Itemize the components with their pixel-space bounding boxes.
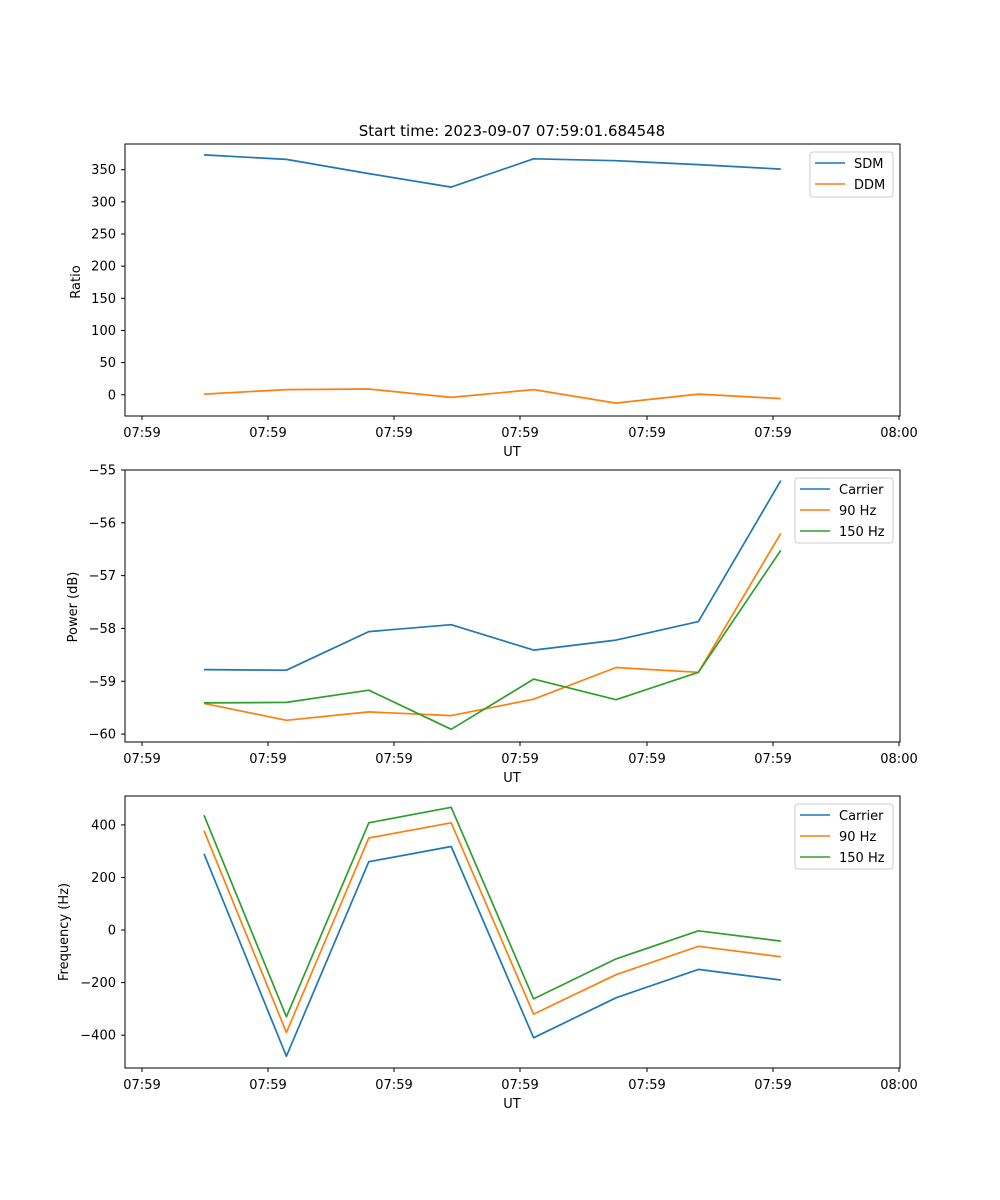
legend: SDM DDM [809,151,894,198]
y-tick-label: 200 [91,260,116,275]
y-tick-label: −57 [89,569,116,584]
y-tick-label: 0 [108,924,116,939]
x-tick-label: 07:59 [249,426,286,441]
legend-label: Carrier [839,483,884,498]
y-tick-label: −200 [80,976,116,991]
y-tick-label: 100 [91,324,116,339]
panel-power: Power (dB) UT 07:59 07:59 07:59 07:59 07… [66,464,918,787]
y-tick-label: −56 [89,516,116,531]
x-tick-label: 07:59 [501,1078,538,1093]
series-line-90-hz [203,532,782,722]
x-tick-label: 07:59 [628,426,665,441]
axes-frame [124,143,901,417]
y-tick-label: −58 [89,622,116,637]
y-tick-label: 350 [91,163,116,178]
legend: Carrier 90 Hz 150 Hz [794,803,894,870]
panel-frequency: Frequency (Hz) UT 07:59 07:59 07:59 07:5… [57,795,918,1112]
y-tick-label: 250 [91,228,116,243]
x-tick-label: 08:00 [880,752,917,767]
y-axis-label: Power (dB) [66,572,81,643]
series-line-90-hz [203,821,781,1034]
x-axis-label: UT [503,445,521,460]
y-tick-label: −60 [89,728,116,743]
x-tick-label: 07:59 [123,426,160,441]
panel-ratio: Start time: 2023-09-07 07:59:01.684548 R… [69,122,918,460]
y-tick-label: −400 [80,1029,116,1044]
legend-label: SDM [854,157,883,172]
y-tick-label: 400 [91,818,116,833]
x-tick-label: 07:59 [375,426,412,441]
axes-frame [124,795,901,1069]
x-tick-label: 08:00 [880,1078,917,1093]
series-line-sdm [203,154,781,188]
series-line-ddm [203,388,781,404]
y-tick-labels: 0 50 100 150 200 250 300 350 [91,163,116,403]
y-axis-label: Frequency (Hz) [57,883,72,981]
legend-label: DDM [854,178,885,193]
legend-label: 90 Hz [839,830,876,845]
legend-frame [794,803,894,870]
chart-title: Start time: 2023-09-07 07:59:01.684548 [359,122,665,140]
x-tick-label: 07:59 [628,752,665,767]
x-tick-label: 07:59 [375,752,412,767]
y-tick-label: 50 [99,356,116,371]
y-tick-label: −55 [89,464,116,479]
series-line-150-hz [203,806,781,1018]
y-tick-label: 150 [91,292,116,307]
legend-label: 90 Hz [839,504,876,519]
y-axis-label: Ratio [69,265,84,298]
x-tick-label: 07:59 [501,752,538,767]
x-tick-label: 07:59 [123,752,160,767]
x-tick-label: 07:59 [501,426,538,441]
x-tick-labels: 07:59 07:59 07:59 07:59 07:59 07:59 08:0… [123,752,917,767]
x-tick-label: 07:59 [249,1078,286,1093]
legend-label: Carrier [839,809,884,824]
y-tick-label: −59 [89,675,116,690]
x-tick-label: 07:59 [628,1078,665,1093]
x-tick-labels: 07:59 07:59 07:59 07:59 07:59 07:59 08:0… [123,1078,917,1093]
y-tick-labels: −60 −59 −58 −57 −56 −55 [89,464,116,743]
x-tick-label: 07:59 [375,1078,412,1093]
plot-area [125,144,900,416]
series-line-carrier [203,845,781,1058]
y-tick-labels: −400 −200 0 200 400 [80,818,116,1043]
x-tick-label: 07:59 [754,1078,791,1093]
legend-frame [794,477,894,544]
legend-label: 150 Hz [839,525,885,540]
series-line-carrier [203,480,782,672]
x-axis-label: UT [503,771,521,786]
x-tick-label: 07:59 [249,752,286,767]
plot-area [125,470,900,742]
y-tick-label: 200 [91,871,116,886]
axes-frame [124,469,901,743]
legend-label: 150 Hz [839,851,885,866]
x-tick-labels: 07:59 07:59 07:59 07:59 07:59 07:59 08:0… [123,426,917,441]
x-tick-label: 08:00 [880,426,917,441]
legend: Carrier 90 Hz 150 Hz [794,477,894,544]
series-line-150-hz [203,549,782,731]
x-tick-label: 07:59 [754,752,791,767]
plot-area [125,796,900,1068]
y-tick-label: 300 [91,195,116,210]
x-axis-label: UT [503,1097,521,1112]
x-tick-label: 07:59 [123,1078,160,1093]
y-tick-label: 0 [108,388,116,403]
x-tick-label: 07:59 [754,426,791,441]
